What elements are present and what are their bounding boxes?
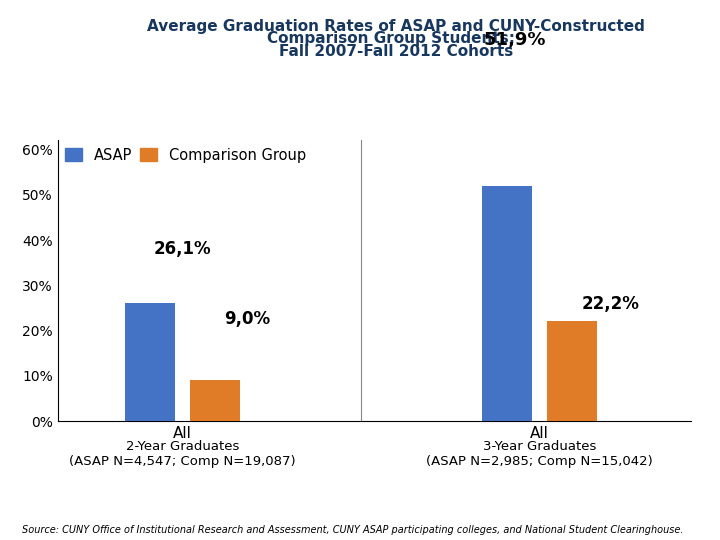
Text: 26,1%: 26,1% bbox=[154, 240, 212, 258]
Bar bbox=[125, 303, 176, 421]
Text: Comparison Group Students:: Comparison Group Students: bbox=[266, 31, 526, 46]
Text: 3-Year Graduates: 3-Year Graduates bbox=[483, 440, 596, 453]
Text: (ASAP N=4,547; Comp N=19,087): (ASAP N=4,547; Comp N=19,087) bbox=[69, 455, 296, 468]
Bar bbox=[189, 381, 240, 421]
Text: Average Graduation Rates of ASAP and CUNY-Constructed: Average Graduation Rates of ASAP and CUN… bbox=[147, 19, 645, 34]
Text: 22,2%: 22,2% bbox=[582, 294, 640, 313]
Bar bbox=[482, 186, 532, 421]
Text: 9,0%: 9,0% bbox=[224, 310, 270, 328]
Text: Source: CUNY Office of Institutional Research and Assessment, CUNY ASAP particip: Source: CUNY Office of Institutional Res… bbox=[22, 524, 683, 535]
Text: (ASAP N=2,985; Comp N=15,042): (ASAP N=2,985; Comp N=15,042) bbox=[426, 455, 653, 468]
Bar bbox=[546, 321, 597, 421]
Legend: ASAP, Comparison Group: ASAP, Comparison Group bbox=[65, 148, 306, 163]
Text: 51,9%: 51,9% bbox=[484, 31, 546, 49]
Text: 2-Year Graduates: 2-Year Graduates bbox=[126, 440, 239, 453]
Text: Fall 2007-Fall 2012 Cohorts: Fall 2007-Fall 2012 Cohorts bbox=[279, 44, 513, 59]
